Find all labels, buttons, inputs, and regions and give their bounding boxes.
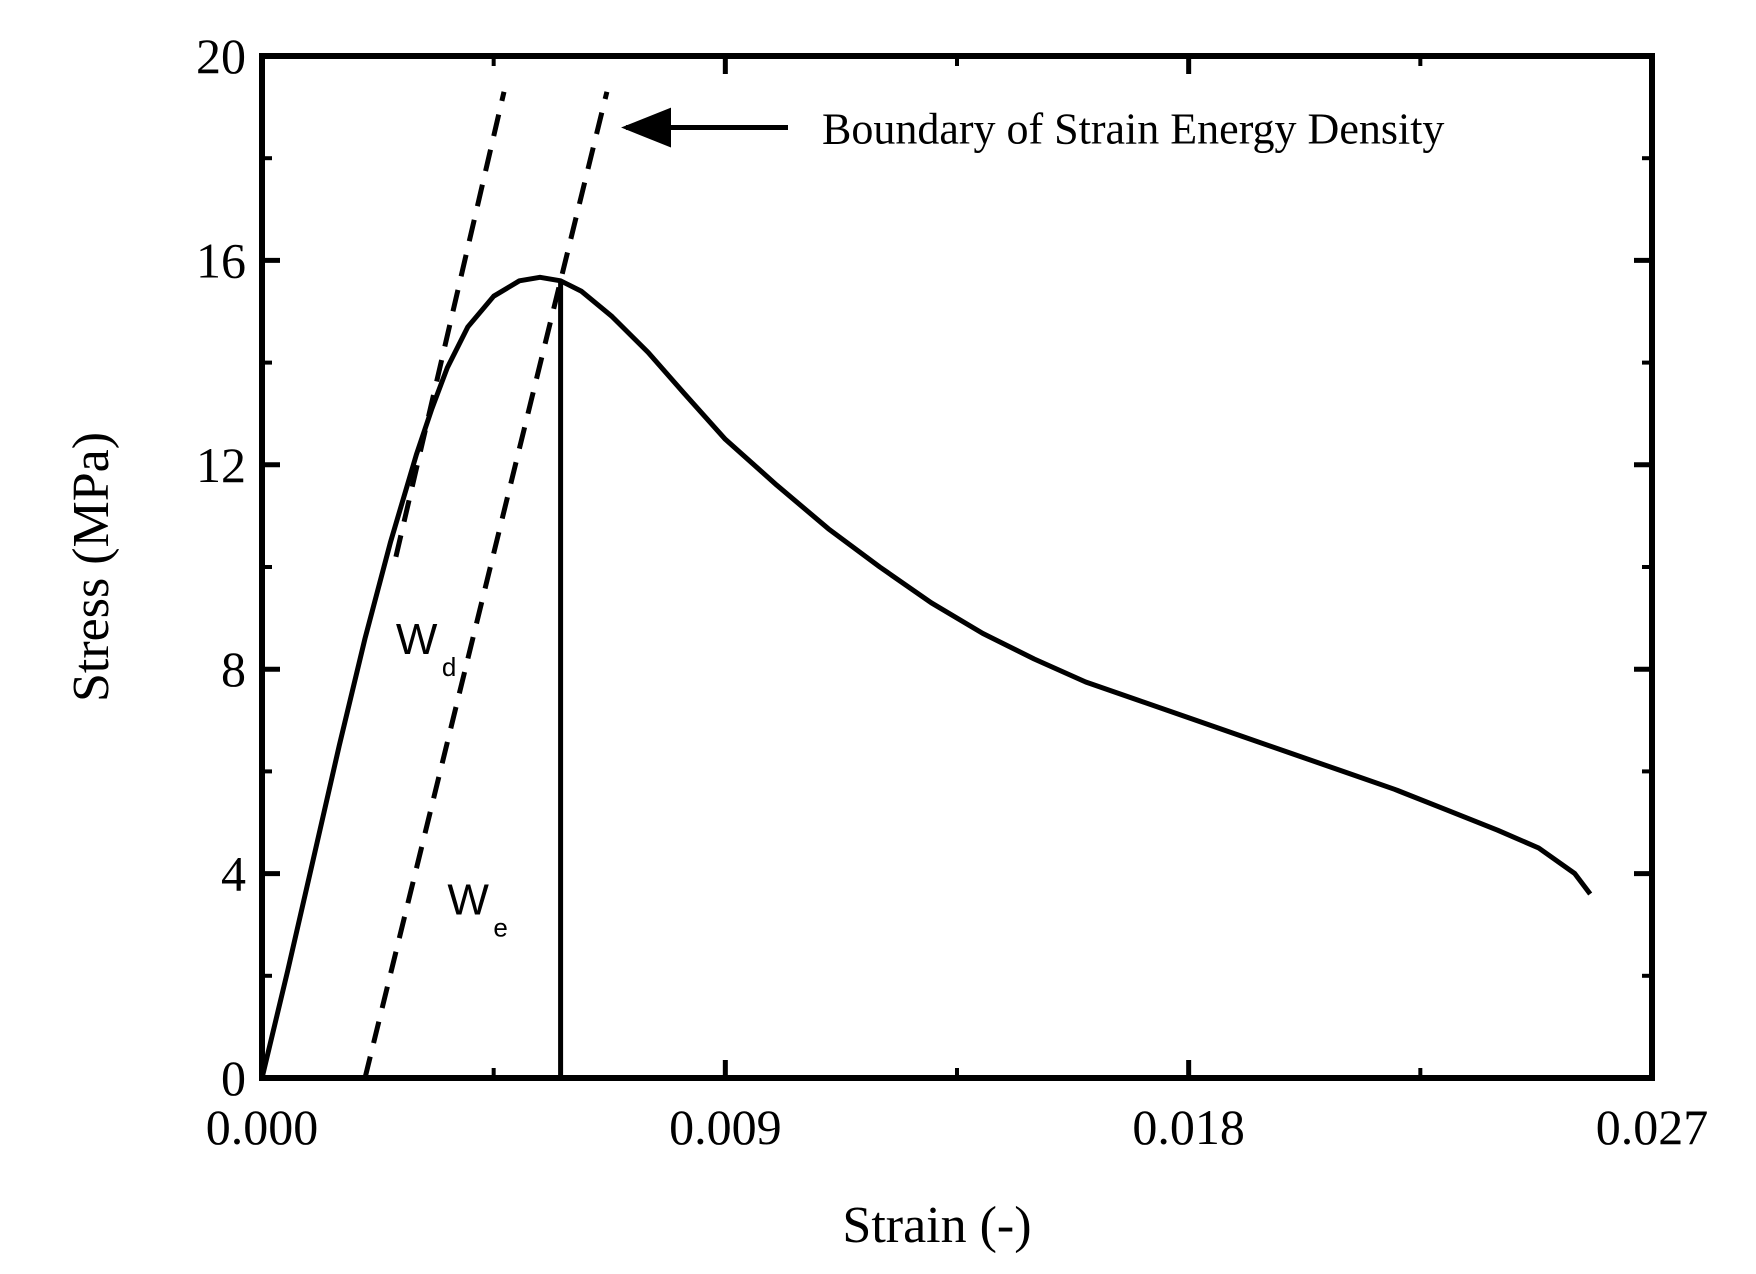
- axis-ticks: 0.000 0.009 0.018 0.027 0 4 8 12 16 20: [196, 28, 1708, 1155]
- x-tick-label: 0.027: [1596, 1099, 1709, 1155]
- plot-area: [259, 53, 1655, 1081]
- x-tick-label: 0.000: [206, 1099, 319, 1155]
- region-label-we: W: [447, 875, 489, 924]
- region-label-sub-e: e: [493, 912, 507, 942]
- y-tick-label: 4: [221, 846, 246, 902]
- x-tick-label: 0.009: [669, 1099, 782, 1155]
- x-tick-label: 0.018: [1132, 1099, 1245, 1155]
- region-label-wd: W: [396, 615, 438, 664]
- series-layer: [259, 91, 1593, 1079]
- stress-strain-curve-line: [259, 274, 1593, 1079]
- y-tick-label: 20: [196, 28, 246, 84]
- y-tick-label: 8: [221, 641, 246, 697]
- y-tick-label: 0: [221, 1050, 246, 1106]
- boundary-of-strain-energy-density-line: [362, 91, 610, 1079]
- x-axis-title: Strain (-): [842, 1197, 1031, 1254]
- y-axis-title: Stress (MPa): [63, 432, 120, 702]
- y-tick-label: 12: [196, 437, 246, 493]
- y-tick-label: 16: [196, 232, 246, 288]
- plot-frame: [259, 53, 1655, 1081]
- label-layer: Strain (-) Stress (MPa): [63, 432, 1032, 1254]
- boundary-annotation-text: Boundary of Strain Energy Density: [822, 105, 1444, 154]
- region-label-sub-d: d: [442, 652, 456, 682]
- loading-line-line: [393, 91, 507, 558]
